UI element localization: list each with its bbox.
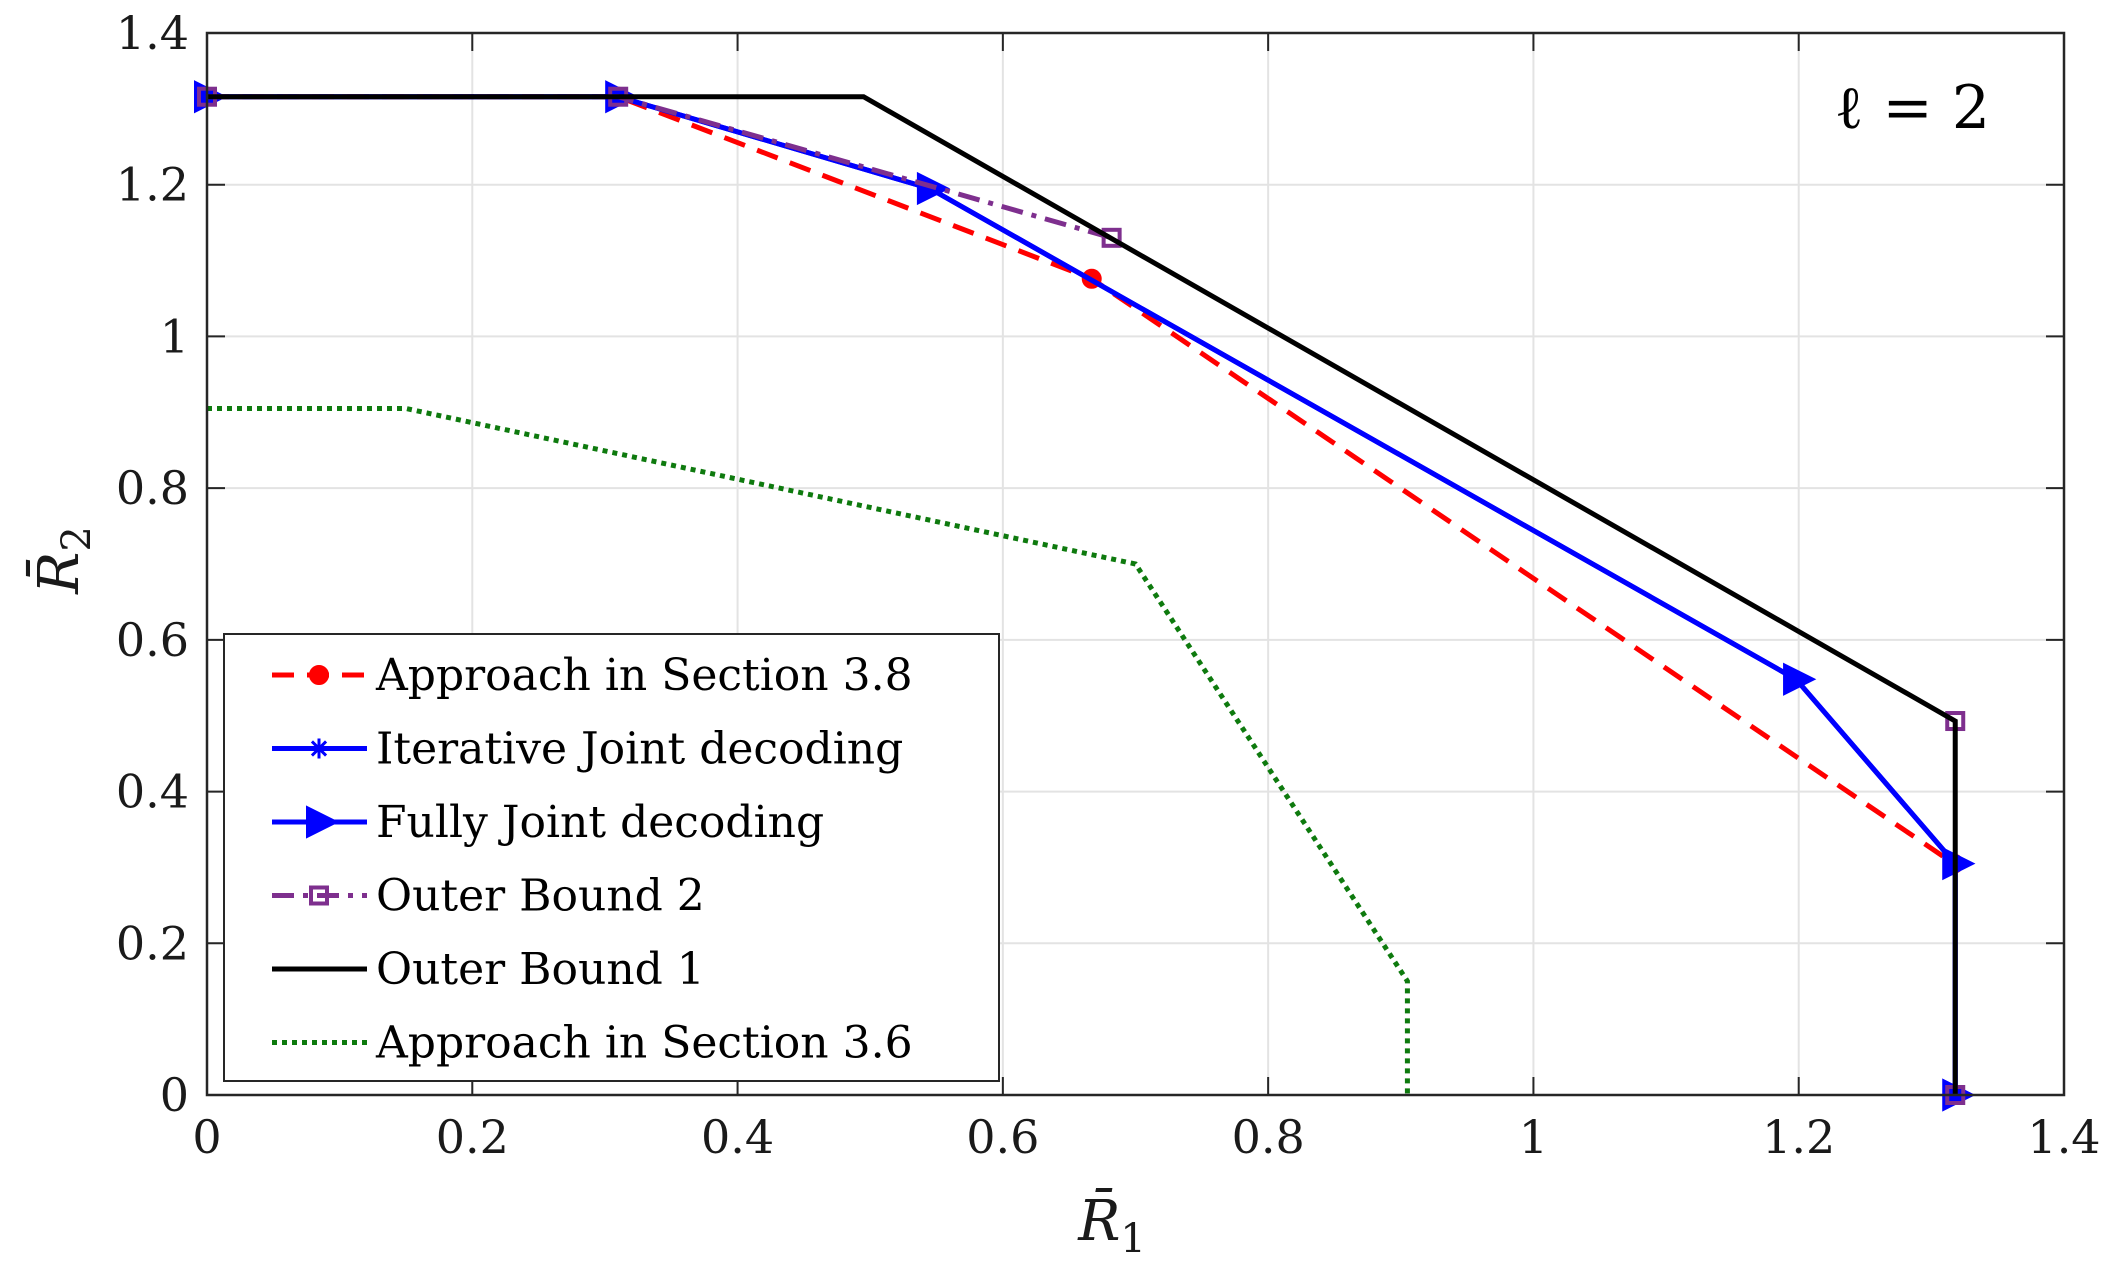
series-point [1783, 662, 1817, 696]
x-tick-label: 0.4 [701, 1110, 774, 1164]
legend-marker [309, 665, 329, 685]
y-tick-label: 0.4 [116, 765, 189, 819]
legend-label: Approach in Section 3.8 [375, 650, 913, 701]
x-tick-label: 1.4 [2027, 1110, 2100, 1164]
legend-item: Outer Bound 1 [272, 944, 705, 995]
y-tick-label: 1.4 [116, 6, 189, 60]
y-axis-label: R̄2 [25, 526, 100, 595]
series-line [207, 94, 1956, 866]
y-tick-label: 0.8 [116, 461, 189, 515]
y-tick-label: 1.2 [116, 158, 189, 212]
legend-label: Outer Bound 2 [376, 871, 705, 922]
x-axis-label-main: R̄ [1077, 1187, 1120, 1254]
y-tick-label: 0.6 [116, 613, 189, 667]
legend-box [223, 633, 1000, 1082]
y-axis-label-main: R̄ [25, 552, 92, 595]
legend-entries: Approach in Section 3.8 Iterative Joint d… [272, 650, 913, 1069]
legend-item: Outer Bound 2 [272, 871, 705, 922]
series-5 [207, 405, 1410, 1095]
legend-item: Fully Joint decoding [272, 797, 824, 848]
y-tick-label: 0.2 [116, 916, 189, 970]
legend: Approach in Section 3.8 Iterative Joint d… [223, 633, 1000, 1082]
x-tick-label: 0.8 [1232, 1110, 1305, 1164]
y-axis-label-sub: 2 [54, 526, 100, 551]
x-tick-label: 1 [1519, 1110, 1548, 1164]
legend-label: Outer Bound 1 [376, 944, 705, 995]
legend-marker [309, 738, 329, 759]
annotation-label: ℓ = 2 [1835, 73, 1990, 143]
series-point [1942, 847, 1976, 881]
legend-label: Fully Joint decoding [376, 797, 824, 848]
legend-item: Approach in Section 3.8 [272, 650, 913, 701]
legend-label: Approach in Section 3.6 [375, 1018, 913, 1069]
y-tick-label: 0 [160, 1068, 189, 1122]
x-axis-label-sub: 1 [1120, 1216, 1145, 1262]
x-axis-label: R̄1 [1077, 1187, 1146, 1262]
axes-frame [205, 31, 2066, 1097]
legend-label: Iterative Joint decoding [376, 724, 903, 775]
series-point [1101, 227, 1122, 248]
y-tick-label: 1 [160, 309, 189, 363]
legend-marker [309, 885, 329, 906]
ticks: 0 0.2 0.4 0.6 0.8 1 1.2 1.4 0 0.2 0.4 0.6 0.8 1 1.2 1.4 [116, 6, 2101, 1164]
legend-item: Approach in Section 3.6 [272, 1018, 913, 1069]
series-line [207, 94, 1958, 1095]
series-group [194, 80, 1976, 1112]
legend-marker [306, 805, 340, 839]
series-line [207, 405, 1410, 1095]
x-tick-label: 0.2 [436, 1110, 509, 1164]
series-4 [207, 94, 1958, 1095]
x-tick-label: 0 [192, 1110, 221, 1164]
legend-item: Iterative Joint decoding [272, 724, 903, 775]
x-tick-label: 1.2 [1762, 1110, 1835, 1164]
x-tick-label: 0.6 [966, 1110, 1039, 1164]
